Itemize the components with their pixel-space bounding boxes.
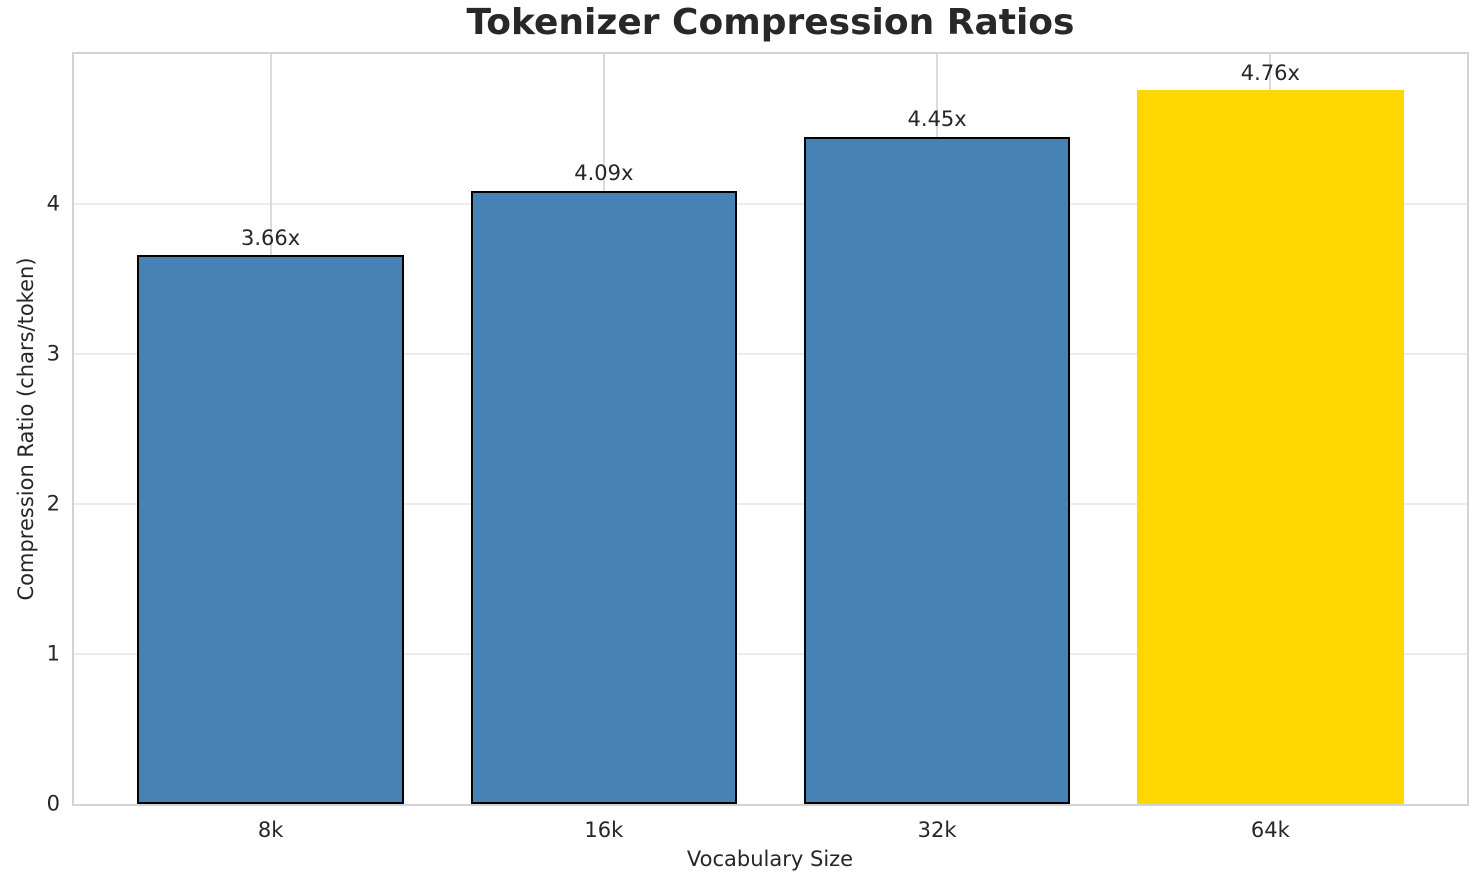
bar-32k (803, 136, 1071, 804)
x-tick-label: 16k (584, 818, 624, 842)
y-tick-label: 0 (46, 791, 60, 816)
bar-value-label: 4.45x (907, 107, 967, 132)
x-axis-label: Vocabulary Size (686, 847, 854, 871)
chart-title: Tokenizer Compression Ratios (466, 2, 1075, 43)
x-tick-label: 32k (917, 818, 957, 842)
y-axis-label: Compression Ratio (chars/token) (14, 257, 38, 601)
h-gridline (74, 203, 1467, 205)
bar-value-label: 4.76x (1240, 60, 1300, 85)
y-tick-label: 1 (46, 641, 60, 666)
bar-value-label: 4.09x (574, 161, 634, 186)
bar-16k (470, 190, 738, 804)
bar-64k (1137, 90, 1404, 804)
h-gridline (74, 503, 1467, 505)
y-tick-label: 3 (46, 341, 60, 366)
x-tick-label: 64k (1250, 818, 1290, 842)
bar-value-label: 3.66x (241, 225, 301, 250)
bar-8k (137, 255, 404, 804)
h-gridline (74, 653, 1467, 655)
y-tick-label: 2 (46, 491, 60, 516)
h-gridline (74, 353, 1467, 355)
x-tick-label: 8k (257, 818, 284, 842)
y-tick-label: 4 (46, 191, 60, 216)
plot-area: 0 1 2 3 4 3.66x 8k 4.09x 16k 4.45x 32k 4.76x 64k (47, 52, 1469, 841)
